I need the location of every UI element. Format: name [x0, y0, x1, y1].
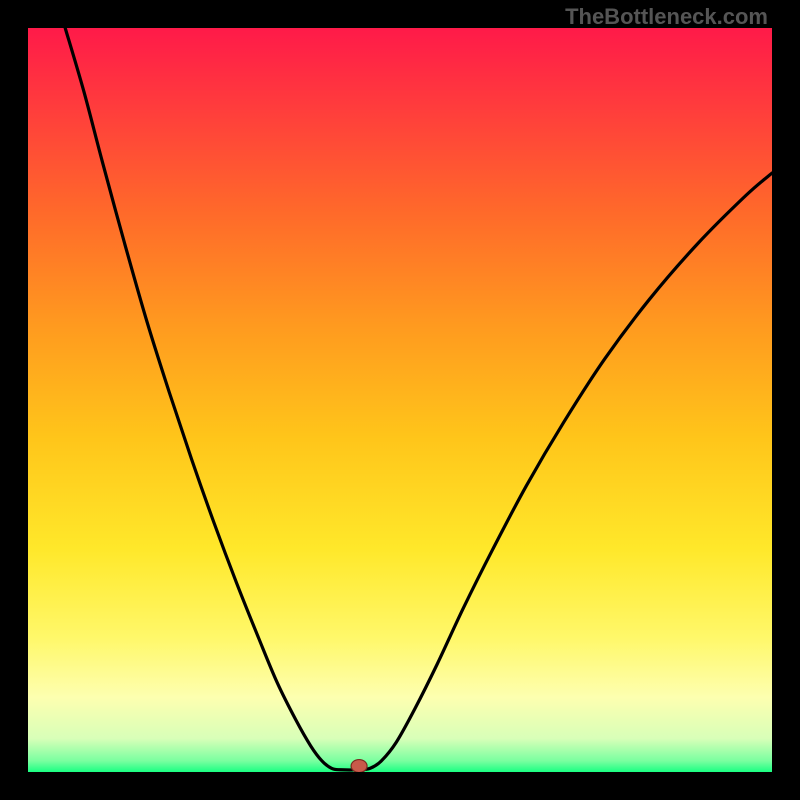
- watermark: TheBottleneck.com: [565, 4, 768, 30]
- optimum-marker: [28, 28, 772, 772]
- plot-area: [28, 28, 772, 772]
- chart-container: TheBottleneck.com: [0, 0, 800, 800]
